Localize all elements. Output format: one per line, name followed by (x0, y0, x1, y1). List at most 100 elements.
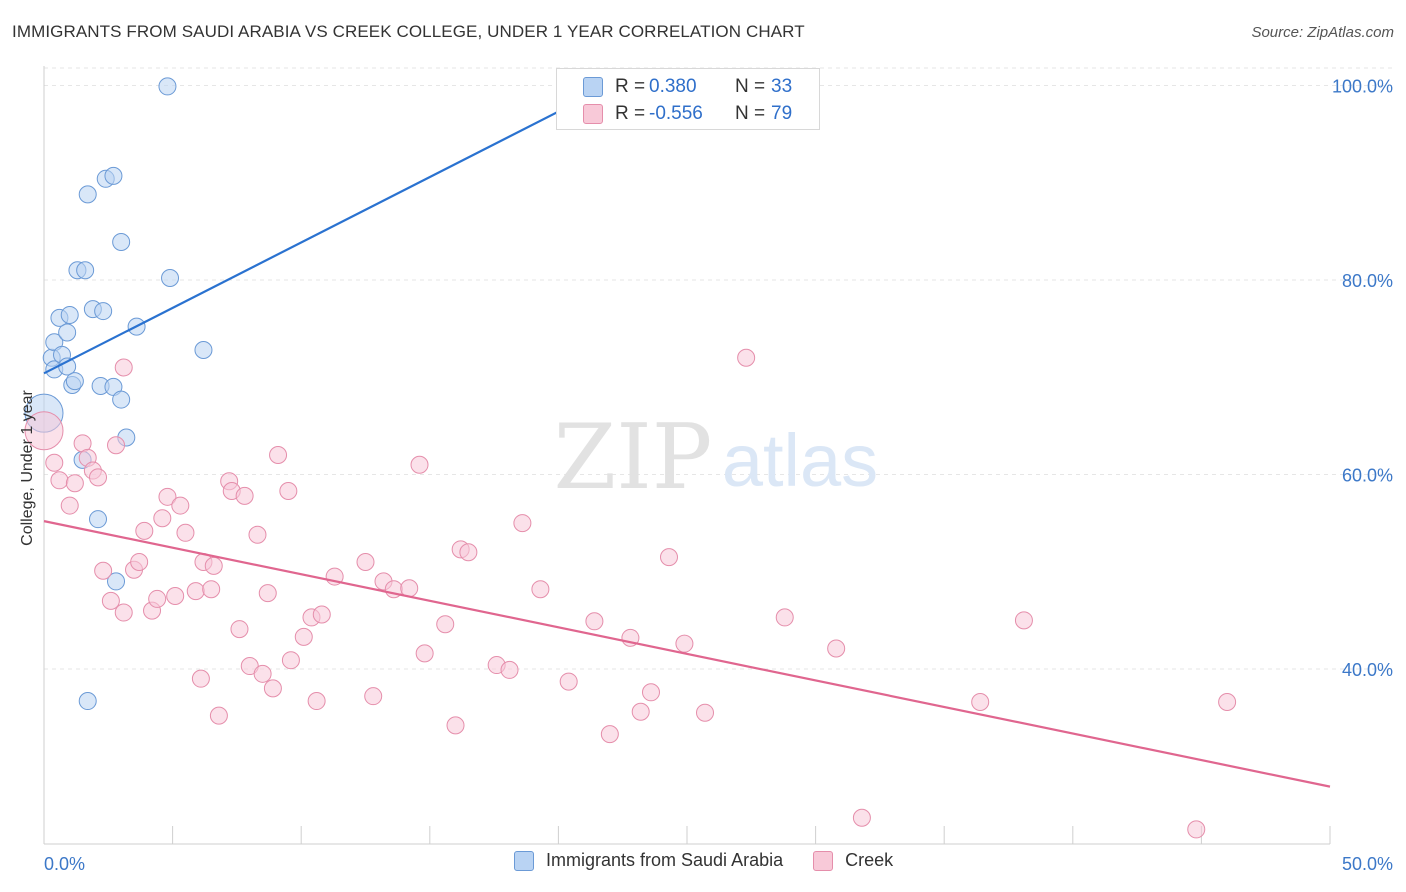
point-creek (60, 496, 79, 515)
n-label: N = (735, 103, 766, 124)
point-saudi (60, 305, 79, 324)
point-creek (675, 634, 694, 653)
grid-lines (44, 67, 1396, 670)
point-creek (166, 587, 185, 606)
point-creek (1014, 611, 1033, 630)
point-creek (364, 687, 383, 706)
point-creek (1218, 693, 1237, 712)
r-label: R = (615, 103, 646, 124)
y-tick-label: 60.0% (1342, 465, 1393, 485)
point-creek (531, 580, 550, 599)
point-creek (94, 561, 113, 580)
r-value: -0.556 (649, 103, 703, 124)
y-tick-label: 80.0% (1342, 271, 1393, 291)
point-creek (775, 608, 794, 627)
point-creek (148, 589, 167, 608)
point-creek (415, 644, 434, 663)
point-saudi (194, 340, 213, 359)
point-saudi (78, 692, 97, 711)
trend-lines (43, 84, 1331, 788)
point-creek (176, 523, 195, 542)
point-creek (1187, 820, 1206, 839)
y-tick-label: 40.0% (1342, 660, 1393, 680)
point-creek (89, 468, 108, 487)
point-creek (107, 436, 126, 455)
point-creek (158, 487, 177, 506)
point-creek (971, 693, 990, 712)
point-saudi (107, 572, 126, 591)
point-creek (279, 481, 298, 500)
y-tick-label: 100.0% (1332, 76, 1393, 96)
point-creek (500, 660, 519, 679)
point-creek (600, 725, 619, 744)
point-creek (186, 582, 205, 601)
point-creek (827, 639, 846, 658)
point-creek (153, 509, 172, 528)
y-axis-label: College, Under 1 year (19, 390, 36, 546)
data-points (24, 77, 1237, 839)
tick-labels: 40.0% 60.0% 80.0% 100.0% 0.0% 50.0% (44, 76, 1393, 874)
point-creek (559, 672, 578, 691)
point-creek (585, 612, 604, 631)
point-creek (852, 808, 871, 827)
chart-title: IMMIGRANTS FROM SAUDI ARABIA VS CREEK CO… (12, 22, 805, 41)
point-creek (459, 543, 478, 562)
legend-label-saudi: Immigrants from Saudi Arabia (546, 850, 784, 870)
point-creek (737, 348, 756, 367)
point-creek (50, 471, 69, 490)
trend-line-saudi (43, 84, 611, 375)
point-creek (294, 627, 313, 646)
point-creek (307, 692, 326, 711)
point-creek (171, 496, 190, 515)
point-creek (446, 716, 465, 735)
point-saudi (76, 261, 95, 280)
n-value: 79 (771, 103, 793, 124)
point-creek (410, 455, 429, 474)
point-creek (631, 702, 650, 721)
point-creek (312, 605, 331, 624)
legend-label-creek: Creek (845, 850, 894, 870)
point-creek (204, 556, 223, 575)
point-creek (45, 453, 64, 472)
point-creek (356, 552, 375, 571)
legend-swatch-blue-icon (583, 77, 603, 97)
point-saudi (78, 185, 97, 204)
point-saudi (58, 323, 77, 342)
point-creek (659, 548, 678, 567)
point-creek (641, 683, 660, 702)
point-creek (436, 615, 455, 634)
trend-line-creek (43, 520, 1331, 788)
point-creek (101, 591, 120, 610)
legend-swatch-pink-icon (813, 850, 834, 871)
point-saudi (112, 233, 131, 252)
point-creek (24, 411, 64, 451)
point-creek (114, 358, 133, 377)
point-creek (696, 703, 715, 722)
source-label: Source: ZipAtlas.com (1251, 24, 1394, 41)
point-creek (281, 651, 300, 670)
n-value: 33 (771, 76, 793, 97)
point-creek (130, 552, 149, 571)
watermark-zip: ZIP (554, 405, 713, 510)
point-creek (191, 669, 210, 688)
point-creek (235, 486, 254, 505)
point-creek (269, 446, 288, 464)
point-creek (258, 584, 277, 603)
point-saudi (89, 510, 108, 529)
point-saudi (104, 166, 123, 185)
axes (43, 66, 1331, 845)
bottom-legend: Immigrants from Saudi Arabia Creek (514, 850, 923, 871)
stats-legend: R = 0.380 N = 33 R = -0.556 N = 79 (556, 68, 820, 130)
point-creek (253, 664, 272, 683)
legend-item-creek[interactable]: Creek (813, 850, 893, 871)
point-creek (209, 706, 228, 725)
point-creek (248, 525, 267, 544)
legend-swatch-pink-icon (583, 104, 603, 124)
x-tick-label: 50.0% (1342, 854, 1393, 874)
point-saudi (158, 77, 177, 96)
point-saudi (112, 390, 131, 409)
r-label: R = (615, 76, 646, 97)
r-value: 0.380 (649, 76, 697, 97)
legend-item-saudi[interactable]: Immigrants from Saudi Arabia (514, 850, 783, 871)
